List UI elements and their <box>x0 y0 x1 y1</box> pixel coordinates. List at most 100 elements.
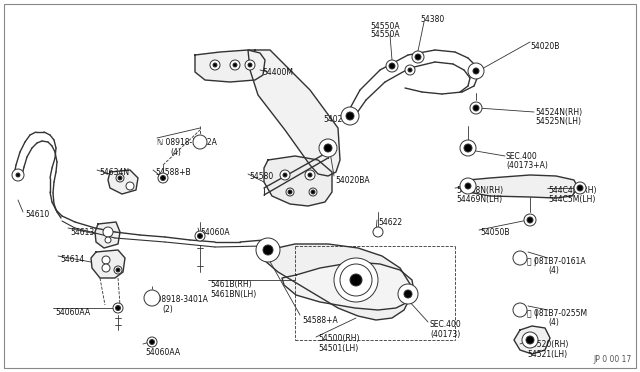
Circle shape <box>256 238 280 262</box>
Text: SEC.400: SEC.400 <box>506 152 538 161</box>
Polygon shape <box>514 326 550 354</box>
Text: 54550A: 54550A <box>370 22 399 31</box>
Circle shape <box>113 303 123 313</box>
Text: B: B <box>518 307 522 313</box>
Circle shape <box>412 51 424 63</box>
Circle shape <box>386 60 398 72</box>
Polygon shape <box>95 222 120 248</box>
Circle shape <box>280 170 290 180</box>
Circle shape <box>574 182 586 194</box>
Circle shape <box>415 54 421 60</box>
Text: 54610: 54610 <box>25 210 49 219</box>
Text: 54060AA: 54060AA <box>145 348 180 357</box>
Text: 54613: 54613 <box>70 228 94 237</box>
Circle shape <box>308 173 312 177</box>
Circle shape <box>408 68 412 72</box>
Circle shape <box>513 251 527 265</box>
Text: 54500(RH): 54500(RH) <box>318 334 360 343</box>
Circle shape <box>311 190 315 194</box>
Circle shape <box>473 68 479 74</box>
Text: (40173+A): (40173+A) <box>506 161 548 170</box>
Circle shape <box>346 112 354 120</box>
Text: 544C4M(RH): 544C4M(RH) <box>548 186 596 195</box>
Text: (4): (4) <box>548 266 559 275</box>
Text: 54622: 54622 <box>378 218 402 227</box>
Text: 54060AA: 54060AA <box>55 308 90 317</box>
Circle shape <box>195 231 205 241</box>
Text: 54060A: 54060A <box>200 228 230 237</box>
Text: ℕ 08918-3401A: ℕ 08918-3401A <box>148 295 208 304</box>
Text: (4): (4) <box>170 148 181 157</box>
Polygon shape <box>264 244 410 320</box>
Circle shape <box>16 173 20 177</box>
Circle shape <box>522 332 538 348</box>
Circle shape <box>470 102 482 114</box>
Text: Ⓑ 081B7-0161A: Ⓑ 081B7-0161A <box>527 256 586 265</box>
Circle shape <box>147 337 157 347</box>
Circle shape <box>468 63 484 79</box>
Circle shape <box>118 176 122 180</box>
Circle shape <box>283 173 287 177</box>
Circle shape <box>473 105 479 111</box>
Text: N: N <box>197 139 203 145</box>
Circle shape <box>460 140 476 156</box>
Text: 54468N(RH): 54468N(RH) <box>456 186 503 195</box>
Circle shape <box>373 227 383 237</box>
Circle shape <box>309 188 317 196</box>
Text: 54520(RH): 54520(RH) <box>527 340 568 349</box>
Circle shape <box>398 284 418 304</box>
Circle shape <box>158 173 168 183</box>
Circle shape <box>210 60 220 70</box>
Polygon shape <box>108 170 138 194</box>
Circle shape <box>334 258 378 302</box>
Text: ℕ 08918-3442A: ℕ 08918-3442A <box>157 138 217 147</box>
Circle shape <box>405 65 415 75</box>
Circle shape <box>319 139 337 157</box>
Circle shape <box>116 268 120 272</box>
Circle shape <box>464 144 472 152</box>
Text: 54501(LH): 54501(LH) <box>318 344 358 353</box>
Text: N: N <box>149 295 155 301</box>
Text: 54521(LH): 54521(LH) <box>527 350 567 359</box>
Polygon shape <box>282 262 414 310</box>
Text: 54580: 54580 <box>249 172 273 181</box>
Text: (4): (4) <box>548 318 559 327</box>
Circle shape <box>286 188 294 196</box>
Circle shape <box>193 135 207 149</box>
Circle shape <box>150 340 154 344</box>
Circle shape <box>144 290 160 306</box>
Circle shape <box>263 245 273 255</box>
Text: 54400M: 54400M <box>262 68 293 77</box>
Circle shape <box>513 303 527 317</box>
Circle shape <box>102 264 110 272</box>
Circle shape <box>116 174 124 182</box>
Text: 54020B: 54020B <box>530 42 559 51</box>
Circle shape <box>288 190 292 194</box>
Text: 54020B: 54020B <box>323 115 353 124</box>
Polygon shape <box>91 250 125 278</box>
Text: 54524N(RH): 54524N(RH) <box>535 108 582 117</box>
Text: (40173): (40173) <box>430 330 460 339</box>
Circle shape <box>233 63 237 67</box>
Circle shape <box>526 336 534 344</box>
Text: 54634N: 54634N <box>99 168 129 177</box>
Circle shape <box>577 185 583 191</box>
Text: 54020BA: 54020BA <box>335 176 370 185</box>
Circle shape <box>248 63 252 67</box>
Circle shape <box>389 63 395 69</box>
Text: 54588+A: 54588+A <box>302 316 338 325</box>
Circle shape <box>465 183 471 189</box>
Circle shape <box>341 107 359 125</box>
Polygon shape <box>195 50 265 82</box>
Circle shape <box>324 144 332 152</box>
Circle shape <box>340 264 372 296</box>
Circle shape <box>126 182 134 190</box>
Circle shape <box>404 290 412 298</box>
Circle shape <box>350 274 362 286</box>
Circle shape <box>161 176 166 180</box>
Circle shape <box>524 214 536 226</box>
Text: 54469N(LH): 54469N(LH) <box>456 195 502 204</box>
Text: 5461BN(LH): 5461BN(LH) <box>210 290 256 299</box>
Circle shape <box>198 234 202 238</box>
Circle shape <box>102 256 110 264</box>
